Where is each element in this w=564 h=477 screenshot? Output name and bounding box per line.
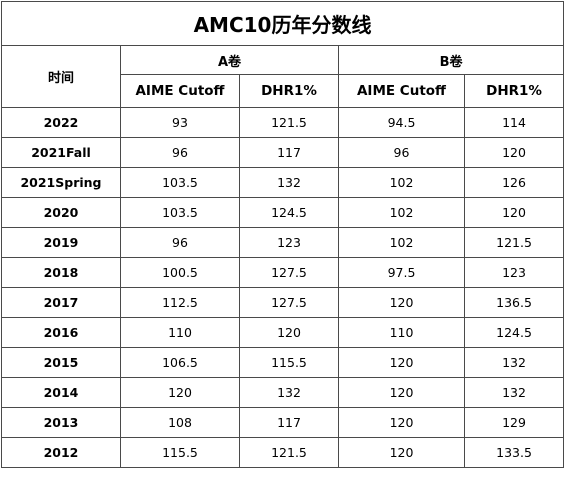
b-aime-cutoff-cell: 120	[338, 377, 465, 408]
b-aime-cutoff-header: AIME Cutoff	[338, 74, 465, 108]
a-aime-cutoff-header: AIME Cutoff	[120, 74, 240, 108]
year-cell: 2018	[1, 257, 121, 288]
b-dhr-cell: 124.5	[463, 317, 564, 348]
year-cell: 2013	[1, 407, 121, 438]
b-aime-cutoff-cell: 120	[338, 347, 465, 378]
year-cell: 2016	[1, 317, 121, 348]
a-dhr-cell: 117	[239, 407, 339, 438]
b-dhr-cell: 126	[463, 167, 564, 198]
a-dhr-cell: 123	[239, 227, 339, 258]
a-aime-cutoff-cell: 103.5	[120, 197, 240, 228]
b-dhr-cell: 129	[463, 407, 564, 438]
table-title: AMC10历年分数线	[0, 1, 564, 46]
a-dhr-header: DHR1%	[239, 74, 339, 108]
b-dhr-cell: 121.5	[463, 227, 564, 258]
a-aime-cutoff-cell: 103.5	[120, 167, 240, 198]
a-aime-cutoff-cell: 120	[120, 377, 240, 408]
b-aime-cutoff-cell: 120	[338, 287, 465, 318]
score-table-sheet: AMC10历年分数线 时间 A卷 B卷 AIME Cutoff DHR1% AI…	[0, 1, 564, 468]
a-aime-cutoff-cell: 106.5	[120, 347, 240, 378]
b-dhr-cell: 120	[463, 197, 564, 228]
a-dhr-cell: 127.5	[239, 287, 339, 318]
table-row: 2019 96 123 102 121.5	[1, 227, 564, 258]
table-row: 2015 106.5 115.5 120 132	[1, 347, 564, 378]
year-cell: 2022	[1, 107, 121, 138]
a-aime-cutoff-cell: 115.5	[120, 437, 240, 468]
a-dhr-cell: 127.5	[239, 257, 339, 288]
a-dhr-cell: 117	[239, 137, 339, 168]
time-column-header: 时间	[1, 45, 121, 108]
b-aime-cutoff-cell: 120	[338, 437, 465, 468]
a-aime-cutoff-cell: 112.5	[120, 287, 240, 318]
a-dhr-cell: 124.5	[239, 197, 339, 228]
b-aime-cutoff-cell: 120	[338, 407, 465, 438]
year-cell: 2019	[1, 227, 121, 258]
b-dhr-header: DHR1%	[463, 74, 564, 108]
a-aime-cutoff-cell: 96	[120, 137, 240, 168]
group-b-header: B卷	[337, 45, 564, 75]
a-dhr-cell: 120	[239, 317, 339, 348]
a-dhr-cell: 115.5	[239, 347, 339, 378]
table-row: 2022 93 121.5 94.5 114	[1, 107, 564, 138]
b-aime-cutoff-cell: 97.5	[338, 257, 465, 288]
table-row: 2014 120 132 120 132	[1, 377, 564, 408]
year-cell: 2012	[1, 437, 121, 468]
table-row: 2021Spring 103.5 132 102 126	[1, 167, 564, 198]
table-row: 2017 112.5 127.5 120 136.5	[1, 287, 564, 318]
a-dhr-cell: 121.5	[239, 107, 339, 138]
b-aime-cutoff-cell: 94.5	[338, 107, 465, 138]
year-cell: 2020	[1, 197, 121, 228]
a-aime-cutoff-cell: 100.5	[120, 257, 240, 288]
score-table: AMC10历年分数线 时间 A卷 B卷 AIME Cutoff DHR1% AI…	[0, 1, 564, 468]
a-dhr-cell: 132	[239, 167, 339, 198]
table-row: 2020 103.5 124.5 102 120	[1, 197, 564, 228]
b-dhr-cell: 136.5	[463, 287, 564, 318]
b-dhr-cell: 132	[463, 347, 564, 378]
table-row: 2012 115.5 121.5 120 133.5	[1, 437, 564, 468]
a-dhr-cell: 121.5	[239, 437, 339, 468]
b-dhr-cell: 120	[463, 137, 564, 168]
a-aime-cutoff-cell: 108	[120, 407, 240, 438]
a-aime-cutoff-cell: 93	[120, 107, 240, 138]
table-row: 2018 100.5 127.5 97.5 123	[1, 257, 564, 288]
b-aime-cutoff-cell: 96	[338, 137, 465, 168]
year-cell: 2015	[1, 347, 121, 378]
year-cell: 2021Fall	[1, 137, 121, 168]
b-aime-cutoff-cell: 102	[338, 167, 465, 198]
b-dhr-cell: 114	[463, 107, 564, 138]
table-row: 2016 110 120 110 124.5	[1, 317, 564, 348]
year-cell: 2014	[1, 377, 121, 408]
group-a-header: A卷	[120, 45, 339, 75]
year-cell: 2017	[1, 287, 121, 318]
b-dhr-cell: 132	[463, 377, 564, 408]
b-dhr-cell: 123	[463, 257, 564, 288]
b-dhr-cell: 133.5	[463, 437, 564, 468]
table-row: 2013 108 117 120 129	[1, 407, 564, 438]
b-aime-cutoff-cell: 110	[338, 317, 465, 348]
b-aime-cutoff-cell: 102	[338, 197, 465, 228]
a-dhr-cell: 132	[239, 377, 339, 408]
a-aime-cutoff-cell: 96	[120, 227, 240, 258]
table-row: 2021Fall 96 117 96 120	[1, 137, 564, 168]
a-aime-cutoff-cell: 110	[120, 317, 240, 348]
b-aime-cutoff-cell: 102	[338, 227, 465, 258]
year-cell: 2021Spring	[1, 167, 121, 198]
